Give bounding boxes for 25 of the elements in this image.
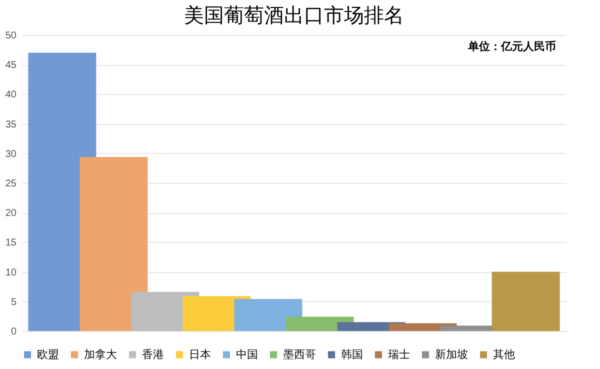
legend-label: 韩国 bbox=[341, 348, 363, 361]
legend-label: 中国 bbox=[236, 348, 258, 361]
y-tick-label: 15 bbox=[5, 238, 17, 249]
y-tick-label: 0 bbox=[10, 326, 17, 338]
y-tick-label: 30 bbox=[5, 148, 17, 160]
legend-label: 墨西哥 bbox=[283, 348, 316, 361]
y-tick-label: 25 bbox=[5, 178, 17, 190]
y-tick-label: 45 bbox=[5, 60, 17, 72]
legend-label: 瑞士 bbox=[388, 348, 410, 361]
legend-label: 其他 bbox=[493, 348, 515, 361]
annotation: 单位：亿元人民币 bbox=[467, 40, 556, 53]
y-tick-label: 5 bbox=[10, 296, 17, 308]
y-tick-label: 50 bbox=[5, 30, 17, 42]
legend-label: 新加坡 bbox=[435, 348, 468, 361]
legend-label: 加拿大 bbox=[84, 348, 117, 361]
legend-label: 欧盟 bbox=[37, 348, 59, 361]
y-tick-label: 40 bbox=[5, 90, 17, 101]
chart-title: 美国葡萄酒出口市场排名 bbox=[184, 4, 404, 27]
y-tick-label: 35 bbox=[5, 119, 17, 130]
legend-label: 日本 bbox=[189, 348, 211, 361]
y-tick-label: 20 bbox=[5, 208, 17, 220]
bar bbox=[492, 272, 560, 331]
y-tick-label: 10 bbox=[5, 267, 17, 278]
bar bbox=[80, 156, 148, 331]
legend-label: 香港 bbox=[142, 348, 164, 361]
